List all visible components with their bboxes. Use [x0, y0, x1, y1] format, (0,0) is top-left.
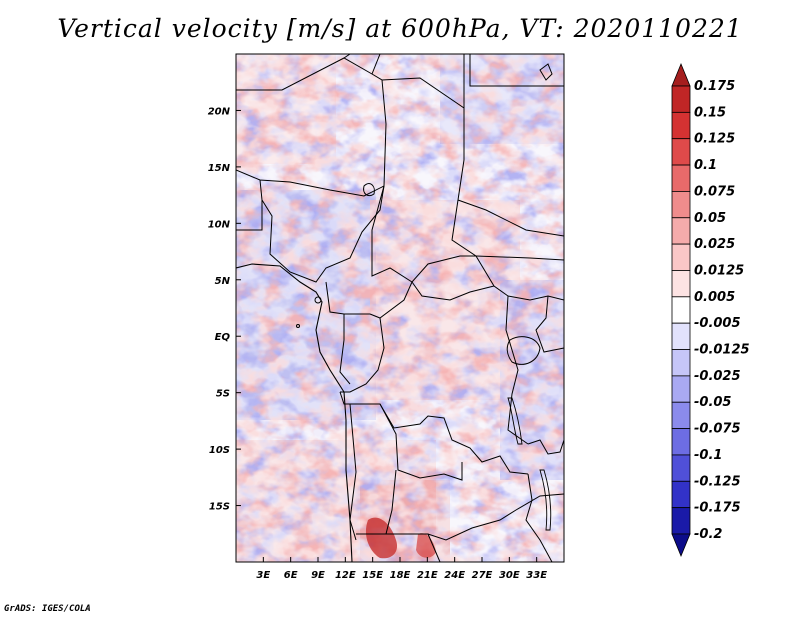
colorbar: 0.175 0.15 0.125 0.1 0.075 0.05 0.025 0.0125 0.0… — [671, 62, 750, 558]
colorbar-segment — [671, 164, 691, 192]
y-tick-label: 20N — [208, 106, 231, 117]
y-tick-label: 5S — [216, 389, 230, 400]
colorbar-segment — [671, 85, 691, 113]
colorbar-label: 0.15 — [694, 105, 726, 120]
colorbar-label: -0.175 — [694, 501, 741, 516]
x-tick-label: 24E — [444, 570, 465, 581]
colorbar-label: 0.025 — [694, 237, 735, 252]
colorbar-segment — [671, 138, 691, 166]
colorbar-segment — [671, 480, 691, 509]
x-tick-label: 27E — [472, 570, 493, 581]
colorbar-segment — [671, 401, 691, 429]
x-tick-label: 6E — [284, 570, 298, 581]
footer-credit: GrADS: IGES/COLA — [4, 604, 91, 614]
colorbar-segment — [671, 507, 691, 535]
vertical-velocity-field — [236, 54, 564, 562]
y-tick-label: 15S — [209, 502, 230, 513]
colorbar-label: 0.175 — [694, 79, 735, 94]
x-tick-label: 18E — [390, 570, 411, 581]
colorbar-label: 0.075 — [694, 184, 735, 199]
colorbar-segment — [671, 454, 691, 482]
colorbar-label: 0.125 — [694, 132, 735, 147]
strong-updraft-patch — [365, 517, 436, 559]
colorbar-top-arrow — [671, 62, 691, 87]
colorbar-segment — [671, 322, 691, 350]
colorbar-segment — [671, 243, 691, 271]
country-borders — [236, 54, 564, 562]
colorbar-segment — [671, 191, 691, 219]
x-tick-label: 21E — [417, 570, 438, 581]
colorbar-segment — [671, 428, 691, 456]
colorbar-label: -0.005 — [694, 316, 741, 331]
colorbar-label: -0.0125 — [694, 343, 750, 358]
colorbar-label: 0.1 — [694, 158, 717, 173]
x-tick-label: 12E — [335, 570, 356, 581]
longitude-axis: 3E 6E 9E 12E 15E 18E 21E 24E 27E 30E 33E — [256, 557, 547, 581]
x-tick-label: 33E — [526, 570, 547, 581]
colorbar-segment — [671, 296, 691, 324]
colorbar-label: 0.005 — [694, 290, 735, 305]
y-tick-label: 5N — [215, 276, 231, 287]
colorbar-bottom-arrow — [671, 533, 691, 558]
y-tick-label: EQ — [215, 332, 231, 343]
x-tick-label: 15E — [362, 570, 383, 581]
colorbar-segment — [671, 375, 691, 403]
colorbar-label: -0.05 — [694, 395, 731, 410]
colorbar-label: -0.2 — [694, 527, 722, 542]
colorbar-label: -0.025 — [694, 369, 741, 384]
x-tick-label: 30E — [499, 570, 520, 581]
colorbar-segment — [671, 111, 691, 140]
map-title: Vertical velocity [m/s] at 600hPa, VT: 2… — [57, 14, 743, 43]
latitude-axis: 20N 15N 10N 5N EQ 5S 10S 15S — [208, 106, 241, 513]
colorbar-label: -0.125 — [694, 474, 741, 489]
y-tick-label: 10S — [209, 445, 230, 456]
colorbar-segment — [671, 217, 691, 245]
y-tick-label: 15N — [208, 163, 231, 174]
colorbar-label: 0.05 — [694, 211, 726, 226]
colorbar-segment — [671, 270, 691, 298]
colorbar-label: -0.075 — [694, 422, 741, 437]
x-tick-label: 3E — [256, 570, 270, 581]
colorbar-label: 0.0125 — [694, 263, 744, 278]
y-tick-label: 10N — [208, 219, 231, 230]
colorbar-segment — [671, 349, 691, 377]
x-tick-label: 9E — [311, 570, 325, 581]
colorbar-label: -0.1 — [694, 448, 722, 463]
